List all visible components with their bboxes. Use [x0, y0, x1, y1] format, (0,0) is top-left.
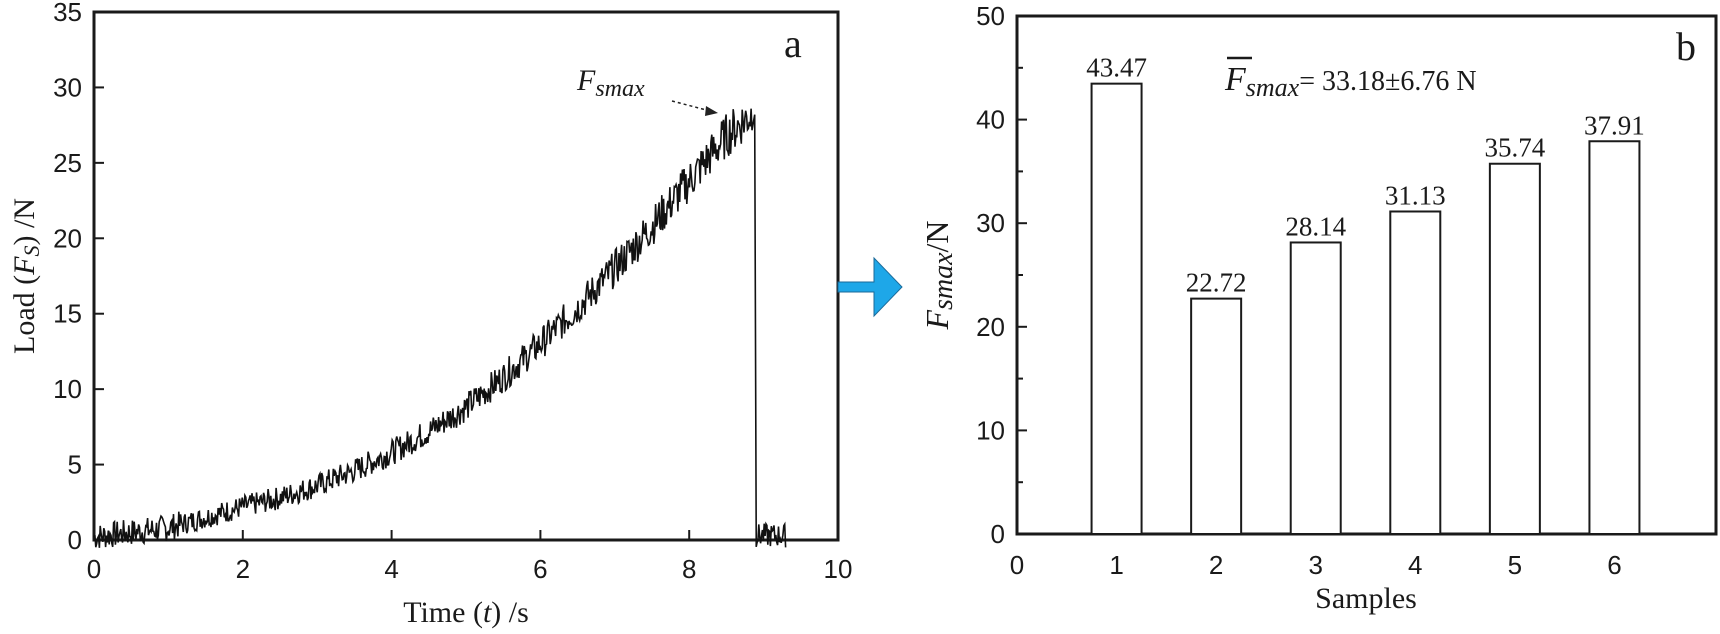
peak-arrow-head-icon	[705, 106, 718, 116]
x-axis-ticks-b: 0 1 2 3 4 5 6	[1010, 550, 1622, 580]
x-tick-label: 0	[1010, 550, 1024, 580]
transition-arrow-icon	[837, 256, 903, 318]
x-tick-label: 6	[1607, 550, 1621, 580]
bar	[1588, 140, 1641, 535]
y-tick-label: 20	[53, 223, 82, 253]
x-tick-label: 2	[236, 554, 250, 584]
bar-value-label: 31.13	[1385, 180, 1446, 210]
panel-label-b: b	[1676, 24, 1696, 69]
y-tick-label: 10	[53, 374, 82, 404]
x-tick-label: 1	[1109, 550, 1123, 580]
x-axis-label-a: Time (t) /s	[403, 596, 529, 629]
peak-label: Fsmax	[576, 64, 645, 102]
y-tick-label: 30	[976, 208, 1005, 238]
bar	[1190, 297, 1243, 535]
mean-label: Fsmax= 33.18±6.76 N	[1224, 61, 1477, 102]
x-tick-label: 6	[533, 554, 547, 584]
x-tick-label: 4	[384, 554, 398, 584]
y-tick-label: 0	[991, 519, 1005, 549]
load-time-chart: 0 5 10 15 20 25 30 35 0 2 4 6 8 10 Fsmax a Time (t) …	[8, 0, 852, 629]
bar-value-label: 28.14	[1285, 211, 1346, 241]
y-axis-label-a: Load (FS) /N	[8, 198, 44, 354]
y-tick-label: 10	[976, 415, 1005, 445]
x-axis-ticks-a: 0 2 4 6 8 10	[87, 530, 853, 584]
load-curve	[93, 108, 787, 548]
y-tick-label: 50	[976, 1, 1005, 31]
bar-value-label: 35.74	[1484, 133, 1545, 163]
bar-value-label: 43.47	[1086, 53, 1147, 83]
y-tick-label: 40	[976, 105, 1005, 135]
panel-label-a: a	[784, 21, 802, 66]
x-axis-label-b: Samples	[1315, 582, 1417, 615]
fsmax-bar-chart: 0 10 20 30 40 50 0 1 2 3 4 5 6 43.47 22.72 28.14 31.13…	[919, 1, 1718, 615]
x-tick-label: 3	[1308, 550, 1322, 580]
y-axis-ticks-a: 0 5 10 15 20 25 30 35	[53, 0, 104, 555]
x-tick-label: 2	[1209, 550, 1223, 580]
y-tick-label: 5	[68, 450, 82, 480]
bar	[1389, 210, 1442, 535]
plot-frame-a	[92, 10, 840, 542]
x-tick-label: 4	[1408, 550, 1422, 580]
x-tick-label: 8	[682, 554, 696, 584]
x-tick-label: 10	[824, 554, 853, 584]
bar	[1488, 162, 1541, 535]
bars: 43.47 22.72 28.14 31.13 35.74 37.91	[1086, 53, 1645, 536]
y-tick-label: 25	[53, 148, 82, 178]
bar-value-label: 37.91	[1584, 110, 1645, 140]
y-tick-label: 20	[976, 312, 1005, 342]
x-tick-label: 0	[87, 554, 101, 584]
y-axis-label-b: Fsmax/N	[919, 220, 959, 330]
y-axis-ticks-b: 0 10 20 30 40 50	[976, 1, 1027, 549]
bar	[1289, 241, 1342, 535]
x-tick-label: 5	[1508, 550, 1522, 580]
y-tick-label: 0	[68, 525, 82, 555]
bar-value-label: 22.72	[1186, 268, 1247, 298]
y-tick-label: 35	[53, 0, 82, 27]
y-tick-label: 15	[53, 299, 82, 329]
y-tick-label: 30	[53, 72, 82, 102]
bar	[1090, 82, 1143, 536]
